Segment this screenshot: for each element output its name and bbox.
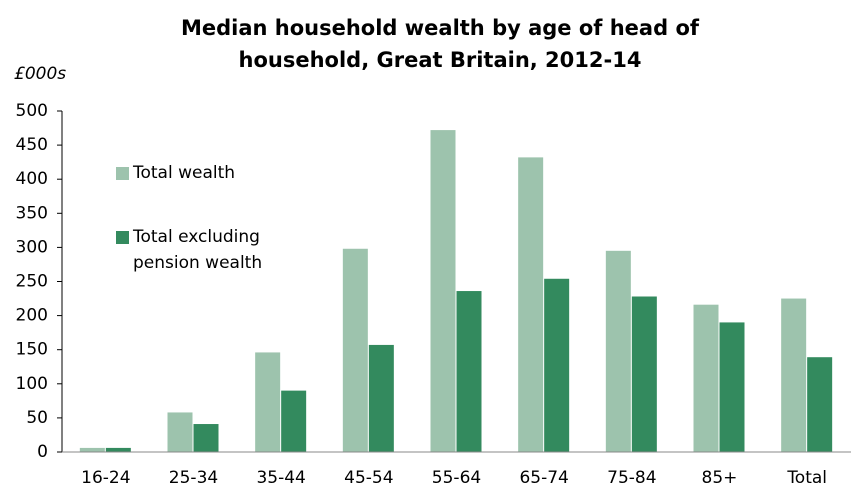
y-tick-label: 350 [16,203,48,223]
bar [79,447,105,452]
y-tick-label: 200 [16,306,48,326]
bar [807,357,833,452]
x-tick-label: 16-24 [81,468,130,488]
y-tick-label: 150 [16,340,48,360]
bar [693,304,719,452]
x-tick-label: 65-74 [519,468,568,488]
bar [193,424,219,452]
legend-swatch [116,231,129,244]
bar [368,344,394,452]
bar [605,250,631,452]
bar [781,298,807,452]
bar [544,278,570,452]
bar [456,291,482,452]
legend-swatch [116,167,129,180]
bar [430,130,456,452]
y-axis-unit: £000s [14,64,67,84]
legend-item: Total wealth [116,160,235,186]
bar [167,412,193,452]
x-tick-label: 85+ [702,468,738,488]
y-tick-label: 450 [16,135,48,155]
bar [719,322,745,452]
chart-title: Median household wealth by age of head o… [180,16,700,72]
y-tick-label: 50 [26,408,48,428]
y-tick-label: 250 [16,272,48,292]
y-tick-label: 300 [16,237,48,257]
x-tick-label: 45-54 [344,468,393,488]
bar [281,390,307,452]
x-tick-label: 55-64 [432,468,481,488]
legend-label: Total excluding pension wealth [133,227,263,273]
bar [631,296,657,452]
legend-item: Total excluding pension wealth [116,224,316,276]
x-tick-label: 35-44 [256,468,305,488]
bar [518,157,544,452]
x-tick-label: Total [786,468,827,488]
legend-label: Total wealth [133,163,236,183]
bar [342,248,368,452]
x-tick-label: 75-84 [607,468,656,488]
y-tick-label: 500 [16,101,48,121]
bar [255,352,281,452]
y-tick-label: 400 [16,169,48,189]
bar [105,447,131,452]
y-tick-label: 100 [16,374,48,394]
x-tick-label: 25-34 [169,468,218,488]
y-tick-label: 0 [37,442,48,462]
